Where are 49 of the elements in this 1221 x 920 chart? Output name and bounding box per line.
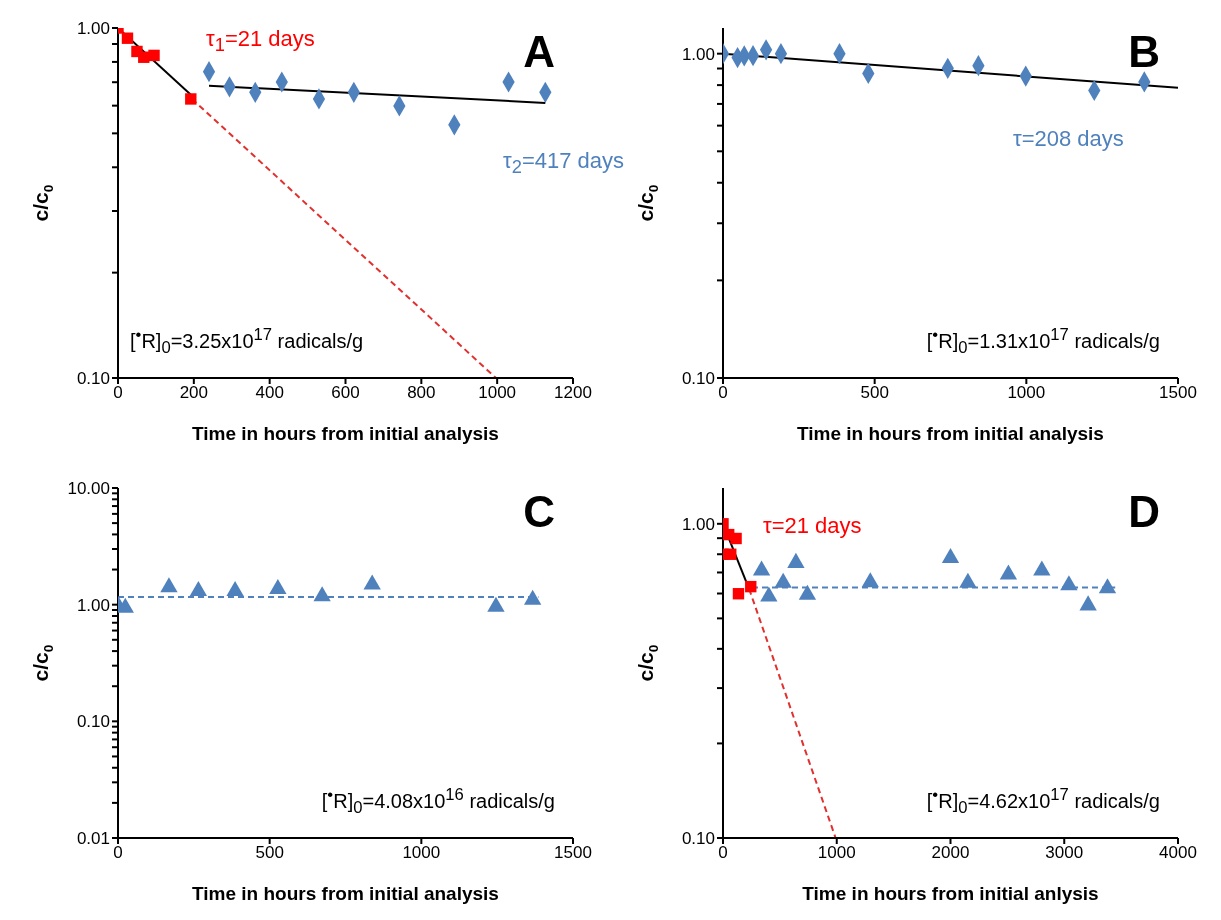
y-tick-label: 0.10 (681, 369, 715, 389)
x-tick-label: 0 (718, 843, 728, 863)
annotation: B (1128, 27, 1160, 76)
x-tick-label: 500 (255, 843, 284, 863)
x-axis-title: Time in hours from initial analysis (797, 423, 1104, 444)
annotation: τ=208 days (1013, 126, 1124, 152)
x-tick-label: 1500 (1159, 383, 1197, 403)
x-tick-label: 1000 (402, 843, 441, 863)
x-tick-label: 0 (718, 383, 728, 403)
annotation: C (523, 487, 555, 536)
point (185, 93, 197, 105)
x-tick-label: 1000 (817, 843, 856, 863)
point (148, 49, 160, 62)
x-tick-label: 800 (407, 383, 436, 403)
x-tick-label: 1000 (1007, 383, 1046, 403)
annotation: τ$_{2}$=417 days (503, 148, 625, 179)
annotation: [$^{•}$R]$_{0}$=3.25x10$^{17}$ radicals/g (130, 325, 364, 358)
x-tick-label: 1500 (554, 843, 592, 863)
y-tick-label: 1.00 (681, 514, 715, 534)
annotation: [$^{•}$R]$_{0}$=4.08x10$^{16}$ radicals/g (321, 785, 555, 818)
x-axis-title: Time in hours from initial analysis (192, 423, 499, 444)
x-tick-label: 600 (331, 383, 360, 403)
x-axis-title: Time in hours from initial anlysis (802, 883, 1099, 904)
y-tick-label: 1.00 (76, 19, 110, 39)
x-tick-label: 2000 (931, 843, 970, 863)
y-tick-label: 1.00 (681, 44, 715, 64)
x-axis-title: Time in hours from initial analysis (192, 883, 499, 904)
x-tick-label: 400 (255, 383, 284, 403)
annotation: D (1128, 487, 1160, 536)
y-tick-label: 10.00 (67, 479, 110, 499)
y-tick-label: 0.10 (76, 369, 110, 389)
annotation: [$^{•}$R]$_{0}$=1.31x10$^{17}$ radicals/g (926, 325, 1160, 358)
x-tick-label: 1000 (478, 383, 517, 403)
annotation: τ=21 days (763, 513, 862, 539)
point (121, 32, 134, 44)
annotation: [$^{•}$R]$_{0}$=4.62x10$^{17}$ radicals/g (926, 785, 1160, 818)
x-tick-label: 4000 (1159, 843, 1197, 863)
x-tick-label: 3000 (1045, 843, 1084, 863)
x-tick-label: 0 (113, 383, 123, 403)
annotation: τ$_{1}$=21 days (206, 26, 315, 57)
y-tick-label: 0.10 (681, 829, 715, 849)
x-tick-label: 1200 (554, 383, 592, 403)
x-tick-label: 0 (113, 843, 123, 863)
y-tick-label: 0.10 (76, 712, 110, 732)
y-tick-label: 0.01 (76, 829, 110, 849)
x-tick-label: 200 (179, 383, 209, 403)
y-tick-label: 1.00 (76, 595, 110, 615)
x-tick-label: 500 (860, 383, 889, 403)
annotation: A (523, 27, 555, 76)
